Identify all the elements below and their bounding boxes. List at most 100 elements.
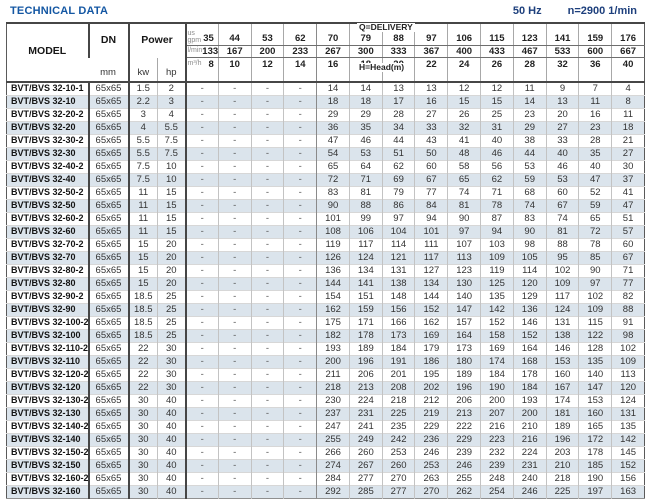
head-value-cell: 231 [348,406,383,420]
head-value-cell: 35 [578,146,612,160]
head-value-cell: 206 [348,367,383,381]
head-value-cell: 40 [480,133,514,147]
head-empty-cell: - [283,250,317,264]
head-value-cell: 156 [611,471,645,485]
head-value-cell: 196 [447,380,481,394]
head-value-cell: 64 [348,159,383,173]
head-value-cell: 53 [348,146,383,160]
head-value-cell: 82 [611,289,645,303]
head-value-cell: 114 [381,237,415,251]
head-value-cell: 18 [316,94,350,108]
head-value-cell: 164 [512,341,547,355]
head-value-cell: 134 [414,276,448,290]
head-value-cell: 189 [545,419,579,433]
head-value-cell: 108 [316,224,350,238]
head-value-cell: 59 [512,172,547,186]
head-empty-cell: - [217,224,252,238]
delivery-head-cell: 12 [250,57,284,82]
model-cell: BVT/BVS 32-140 [6,432,89,446]
head-value-cell: 136 [512,302,547,316]
delivery-head-cell: 159 [578,23,612,46]
head-empty-cell: - [283,146,317,160]
head-value-cell: 97 [578,276,612,290]
head-value-cell: 152 [480,315,514,329]
head-value-cell: 102 [545,263,579,277]
head-value-cell: 26 [447,107,481,121]
model-cell: BVT/BVS 32-100-2 [6,315,89,329]
head-value-cell: 65 [578,211,612,225]
dn-cell: 65x65 [87,185,129,199]
delivery-head-cell: 267 [316,45,350,58]
head-value-cell: 196 [545,432,579,446]
model-cell: BVT/BVS 32-50 [6,198,89,212]
power-kw-cell: 30 [127,471,158,485]
head-empty-cell: - [283,419,317,433]
head-empty-cell: - [184,80,219,95]
dn-cell: 65x65 [87,107,129,121]
model-cell: BVT/BVS 32-90 [6,302,89,316]
head-empty-cell: - [250,406,284,420]
head-empty-cell: - [184,172,219,186]
head-empty-cell: - [283,133,317,147]
head-empty-cell: - [217,133,252,147]
head-value-cell: 131 [545,315,579,329]
head-value-cell: 101 [316,211,350,225]
head-value-cell: 127 [414,263,448,277]
delivery-head-cell: 333 [381,45,415,58]
head-value-cell: 174 [480,354,514,368]
head-empty-cell: - [217,159,252,173]
delivery-head-cell: 97 [414,23,448,46]
head-value-cell: 18 [611,120,645,134]
head-value-cell: 67 [611,250,645,264]
delivery-head-cell: 32 [545,57,579,82]
head-value-cell: 13 [381,80,415,95]
table-row: BVT/BVS 32-110 65x65 22 30- - - -200 196 191 186 1… [6,354,645,368]
delivery-head-cell: 141 [545,23,579,46]
dn-cell: 65x65 [87,445,129,459]
head-value-cell: 224 [512,445,547,459]
power-header: Power [127,23,186,58]
delivery-head-cell: 667 [611,45,645,58]
power-kw-cell: 30 [127,393,158,407]
head-value-cell: 97 [447,224,481,238]
table-row: BVT/BVS 32-20 65x65 4 5.5- - - -36 35 34 33 32 31 29… [6,120,645,134]
head-value-cell: 236 [414,432,448,446]
head-empty-cell: - [250,224,284,238]
dn-cell: 65x65 [87,120,129,134]
head-empty-cell: - [250,380,284,394]
head-empty-cell: - [217,107,252,121]
power-hp-cell: 15 [156,224,186,238]
head-value-cell: 27 [414,107,448,121]
head-empty-cell: - [250,354,284,368]
head-value-cell: 27 [545,120,579,134]
head-empty-cell: - [250,367,284,381]
head-value-cell: 195 [414,367,448,381]
head-value-cell: 44 [381,133,415,147]
head-value-cell: 21 [611,133,645,147]
head-value-cell: 9 [545,80,579,95]
head-value-cell: 47 [316,133,350,147]
dn-cell: 65x65 [87,198,129,212]
head-value-cell: 182 [316,328,350,342]
head-value-cell: 277 [348,471,383,485]
head-empty-cell: - [217,315,252,329]
head-empty-cell: - [217,276,252,290]
head-value-cell: 27 [611,146,645,160]
head-value-cell: 145 [611,445,645,459]
head-empty-cell: - [184,367,219,381]
head-value-cell: 153 [545,354,579,368]
head-value-cell: 223 [480,432,514,446]
head-value-cell: 225 [381,406,415,420]
head-value-cell: 69 [381,172,415,186]
head-value-cell: 38 [512,133,547,147]
head-value-cell: 218 [381,393,415,407]
head-value-cell: 184 [381,341,415,355]
delivery-head-cell: 16 [316,57,350,82]
head-empty-cell: - [283,354,317,368]
head-value-cell: 232 [480,445,514,459]
model-cell: BVT/BVS 32-60 [6,224,89,238]
power-hp-cell: 20 [156,276,186,290]
power-kw-cell: 3 [127,107,158,121]
delivery-head-cell: 62 [283,23,317,46]
head-value-cell: 106 [348,224,383,238]
